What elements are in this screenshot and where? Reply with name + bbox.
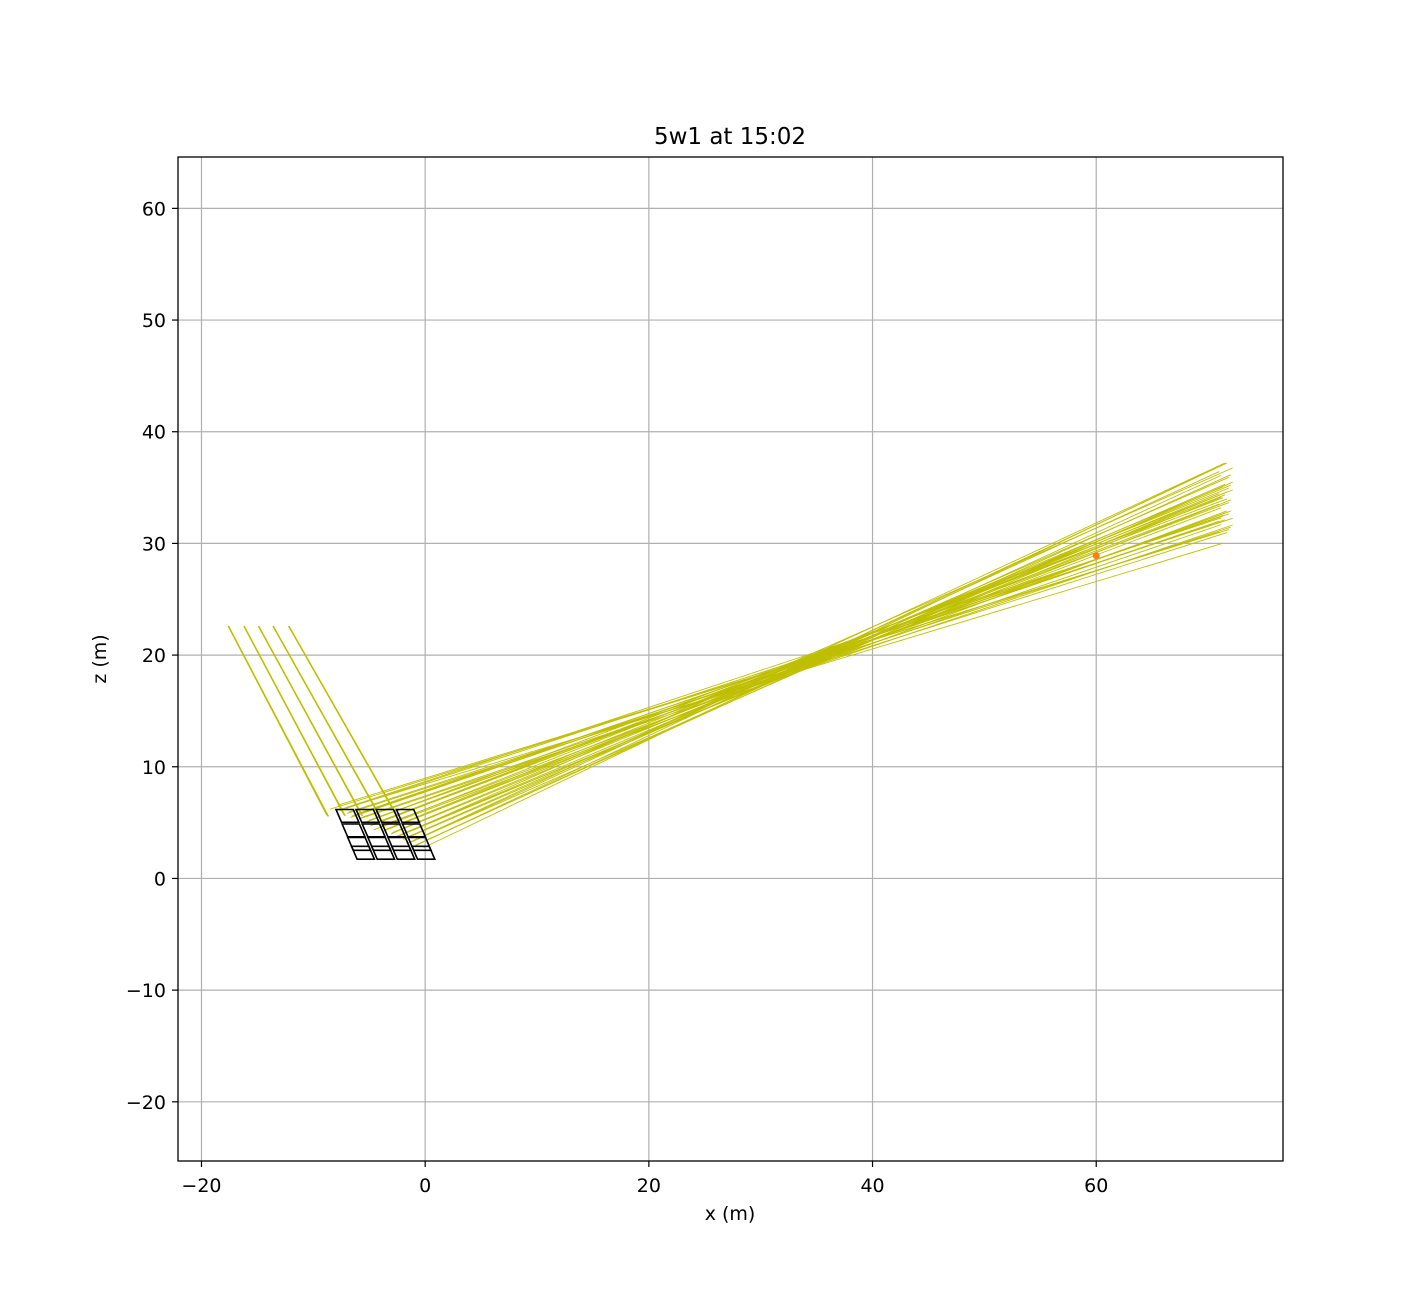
x-axis-ticks: −20 0 20 40 60 (181, 1161, 1108, 1197)
x-tick-label: 40 (860, 1175, 884, 1197)
heliostat-facet (354, 808, 381, 824)
reflected-ray (421, 474, 1222, 843)
incoming-ray (288, 625, 398, 817)
incoming-ray (257, 625, 364, 817)
incoming-rays (227, 625, 398, 817)
heliostat-facet (370, 845, 396, 861)
y-tick-label: 30 (142, 533, 166, 555)
reflected-rays (329, 462, 1233, 849)
y-tick-label: 40 (142, 422, 166, 444)
heliostat-facet (395, 808, 421, 824)
x-tick-label: 60 (1084, 1175, 1108, 1197)
incoming-ray (272, 625, 381, 817)
target-point (1092, 552, 1100, 560)
reflected-ray (412, 463, 1224, 842)
y-tick-label: 50 (142, 310, 166, 332)
y-tick-label: 60 (142, 198, 166, 220)
y-tick-label: −20 (126, 1092, 166, 1114)
y-tick-label: 0 (154, 868, 166, 890)
heliostat-facet (374, 808, 401, 824)
y-axis-label: z (m) (89, 634, 111, 683)
y-tick-label: 20 (142, 645, 166, 667)
reflected-ray (392, 486, 1224, 834)
reflected-ray (404, 476, 1230, 839)
grid (178, 157, 1283, 1161)
x-axis-label: x (m) (705, 1203, 756, 1225)
heliostat-facet (350, 845, 376, 861)
x-tick-label: 0 (419, 1175, 431, 1197)
chart-title: 5w1 at 15:02 (654, 124, 806, 150)
y-axis-ticks: −20 −10 0 10 20 30 40 50 60 (126, 198, 178, 1114)
x-tick-label: 20 (637, 1175, 661, 1197)
heliostat-facet (334, 808, 361, 824)
heliostat-facet (390, 845, 416, 861)
heliostat-facet (410, 845, 437, 861)
incoming-ray (243, 625, 346, 817)
reflected-ray (423, 462, 1226, 849)
y-tick-label: −10 (126, 980, 166, 1002)
incoming-ray (227, 625, 330, 817)
x-tick-label: −20 (181, 1175, 221, 1197)
heliostat-facets (334, 808, 437, 861)
target-point-group (1092, 552, 1100, 560)
y-tick-label: 10 (142, 757, 166, 779)
reflected-ray (390, 493, 1220, 835)
reflected-ray (415, 474, 1231, 846)
plot-frame (177, 156, 1284, 1162)
reflected-ray (406, 481, 1233, 845)
